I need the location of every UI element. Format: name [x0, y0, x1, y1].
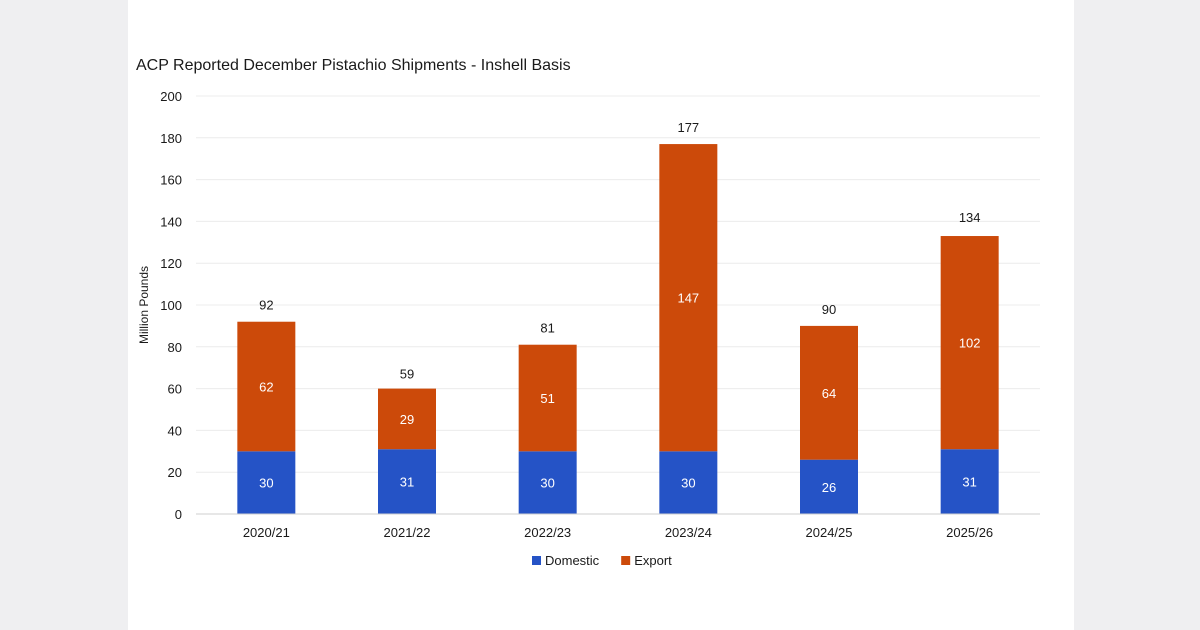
chart-card [128, 0, 1074, 630]
bar-export [659, 144, 718, 452]
y-tick-label: 200 [160, 89, 182, 104]
bar-value-export: 51 [540, 391, 554, 406]
legend-label-export: Export [634, 553, 672, 568]
x-tick-label: 2023/24 [665, 525, 712, 540]
bar-domestic [659, 451, 718, 514]
bar-value-domestic: 30 [259, 476, 273, 491]
x-tick-label: 2025/26 [946, 525, 993, 540]
bar-total-label: 59 [400, 367, 414, 382]
bar-domestic [940, 449, 999, 514]
x-tick-label: 2024/25 [806, 525, 853, 540]
y-axis-ticks: 0 20 40 60 80 100 120 140 160 180 200 [160, 89, 182, 522]
x-tick-label: 2020/21 [243, 525, 290, 540]
y-tick-label: 100 [160, 298, 182, 313]
bar-value-export: 29 [400, 412, 414, 427]
y-tick-label: 20 [168, 465, 182, 480]
bar-value-export: 64 [822, 386, 836, 401]
y-tick-label: 40 [168, 423, 182, 438]
chart-title: ACP Reported December Pistachio Shipment… [136, 57, 571, 74]
legend-swatch-domestic [532, 556, 541, 565]
bar-value-domestic: 30 [681, 476, 695, 491]
y-tick-label: 60 [168, 382, 182, 397]
bar-export [378, 388, 436, 450]
y-tick-label: 0 [175, 507, 182, 522]
y-tick-label: 160 [160, 173, 182, 188]
bar-value-domestic: 31 [962, 475, 976, 490]
data-labels: 30 62 92 31 29 59 30 51 81 30 147 177 26 64 90 31 102 134 [259, 120, 980, 495]
y-tick-label: 80 [168, 340, 182, 355]
bar-domestic [378, 449, 436, 514]
x-tick-label: 2022/23 [524, 525, 571, 540]
bar-total-label: 92 [259, 298, 273, 313]
y-tick-label: 180 [160, 131, 182, 146]
legend-label-domestic: Domestic [545, 553, 600, 568]
y-tick-label: 140 [160, 214, 182, 229]
bars [237, 144, 999, 514]
bar-value-domestic: 26 [822, 480, 836, 495]
bar-domestic [518, 451, 577, 514]
bar-value-domestic: 31 [400, 475, 414, 490]
y-axis-label: Million Pounds [137, 266, 151, 344]
bar-total-label: 90 [822, 302, 836, 317]
bar-export [237, 321, 296, 452]
bar-export [940, 236, 999, 450]
y-tick-label: 120 [160, 256, 182, 271]
bar-total-label: 81 [540, 321, 554, 336]
bar-domestic [237, 451, 296, 514]
bar-export [800, 325, 858, 460]
bar-export [518, 344, 577, 452]
x-axis-ticks: 2020/21 2021/22 2022/23 2023/24 2024/25 2025/… [243, 525, 993, 540]
bar-total-label: 134 [959, 210, 981, 225]
bar-total-label: 177 [677, 120, 699, 135]
legend: Domestic Export [532, 553, 672, 568]
grid-lines [196, 95, 1040, 473]
x-tick-label: 2021/22 [384, 525, 431, 540]
bar-value-export: 102 [959, 336, 981, 351]
legend-swatch-export [621, 556, 631, 565]
bar-domestic [800, 459, 858, 514]
bar-value-export: 62 [259, 380, 273, 395]
bar-value-domestic: 30 [540, 476, 554, 491]
bar-value-export: 147 [677, 291, 699, 306]
